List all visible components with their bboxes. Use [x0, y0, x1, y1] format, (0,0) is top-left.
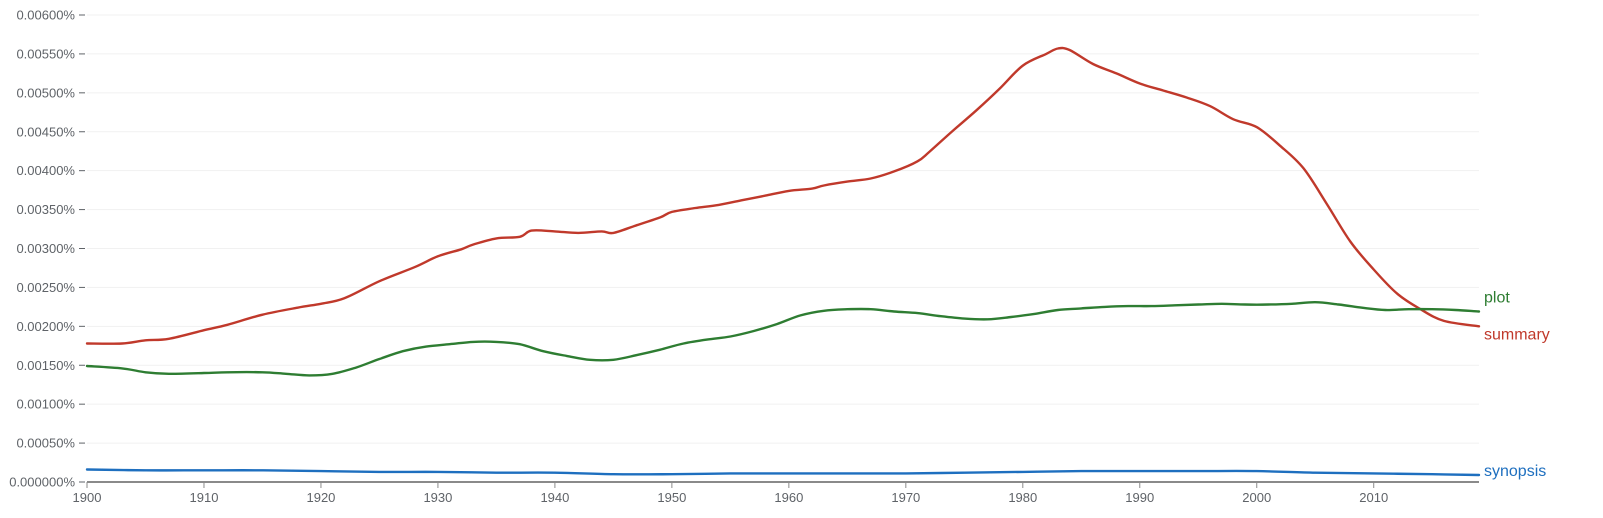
series-lines — [85, 46, 1481, 477]
series-label-plot[interactable]: plot — [1484, 290, 1510, 307]
x-tick-label: 1910 — [190, 490, 219, 505]
x-tick-label: 1960 — [774, 490, 803, 505]
series-label-summary[interactable]: summary — [1484, 326, 1550, 343]
y-tick-label: 0.00500% — [16, 85, 75, 100]
y-tick-label: 0.00200% — [16, 319, 75, 334]
x-tick-label: 1980 — [1008, 490, 1037, 505]
y-tick-label: 0.00550% — [16, 46, 75, 61]
y-tick-label: 0.00050% — [16, 436, 75, 451]
x-tick-label: 2000 — [1242, 490, 1271, 505]
series-labels: summary plot synopsis — [1484, 290, 1550, 480]
y-tick-label: 0.00400% — [16, 163, 75, 178]
y-tick-label: 0.00450% — [16, 124, 75, 139]
grid-lines — [87, 14, 1479, 444]
series-label-synopsis[interactable]: synopsis — [1484, 463, 1546, 480]
x-axis: 1900 1910 1920 1930 1940 1950 1960 1970 1980 1990… — [73, 481, 1479, 505]
x-tick-label: 1970 — [891, 490, 920, 505]
y-axis: 0.000000% 0.00050% 0.00100% 0.00150% 0.00200… — [9, 8, 85, 490]
series-line-summary — [85, 46, 1481, 345]
series-line-synopsis — [85, 468, 1481, 477]
y-tick-label: 0.00100% — [16, 397, 75, 412]
x-tick-label: 1920 — [306, 490, 335, 505]
x-tick-label: 1940 — [540, 490, 569, 505]
y-tick-label: 0.00350% — [16, 202, 75, 217]
x-tick-label: 1990 — [1125, 490, 1154, 505]
y-tick-label: 0.00150% — [16, 358, 75, 373]
x-tick-label: 1950 — [657, 490, 686, 505]
x-tick-label: 2010 — [1359, 490, 1388, 505]
series-line-plot — [85, 300, 1481, 377]
y-tick-label: 0.00250% — [16, 280, 75, 295]
x-tick-label: 1900 — [73, 490, 102, 505]
y-tick-label: 0.00600% — [16, 8, 75, 23]
y-tick-label: 0.000000% — [9, 475, 75, 490]
y-tick-label: 0.00300% — [16, 241, 75, 256]
x-tick-label: 1930 — [423, 490, 452, 505]
